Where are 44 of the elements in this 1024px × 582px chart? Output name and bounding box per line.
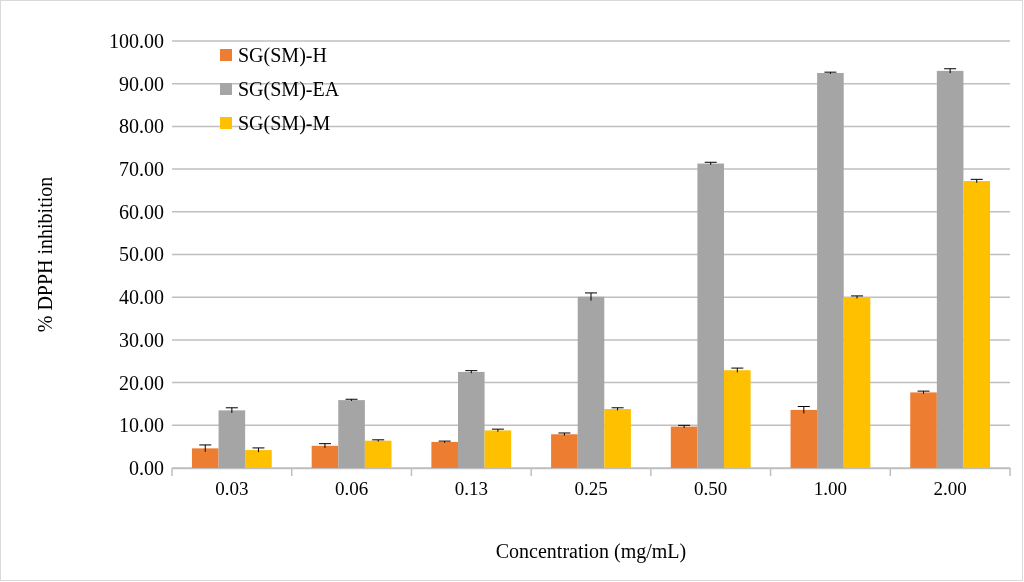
y-axis-title: % DPPH inhibition (34, 176, 56, 333)
y-tick-label: 30.00 (119, 328, 164, 351)
x-tick-label: 0.25 (574, 478, 608, 500)
x-tick-label: 0.06 (334, 478, 369, 500)
bar (910, 392, 937, 468)
bar (697, 163, 725, 468)
y-tick-label: 70.00 (119, 158, 164, 180)
bar (218, 410, 246, 468)
y-tick-label: 0.00 (129, 456, 164, 479)
bar (670, 426, 698, 468)
bar (245, 450, 272, 468)
bar (790, 409, 818, 468)
bar (551, 434, 578, 468)
y-tick-label: 50.00 (119, 243, 164, 266)
bar (338, 400, 365, 468)
bar (724, 370, 751, 468)
bar (843, 297, 871, 468)
legend-label: SG(SM)-EA (238, 78, 340, 101)
bar (963, 181, 991, 468)
x-axis-title: Concentration (mg/mL) (495, 540, 687, 563)
bar (457, 371, 485, 468)
y-tick-label: 80.00 (119, 115, 164, 138)
x-tick-label: 2.00 (933, 478, 967, 500)
bar (364, 440, 392, 468)
x-tick-label: 0.13 (454, 478, 488, 500)
legend-label: SG(SM)-M (238, 112, 331, 135)
legend-label: SG(SM)-H (238, 44, 327, 67)
bar (484, 430, 512, 468)
bar (936, 70, 964, 468)
y-tick-label: 90.00 (119, 72, 164, 95)
x-tick-label: 0.03 (215, 478, 249, 500)
y-tick-label: 100.00 (109, 29, 164, 52)
y-tick-label: 60.00 (119, 200, 164, 223)
bar (311, 445, 339, 468)
bar (817, 73, 844, 468)
x-tick-label: 0.50 (694, 478, 728, 500)
bar (577, 296, 605, 468)
x-tick-label: 1.00 (813, 478, 848, 500)
y-tick-label: 10.00 (119, 414, 164, 437)
y-tick-label: 20.00 (119, 371, 164, 394)
bar (191, 448, 219, 468)
bar (431, 441, 458, 468)
bar (604, 409, 631, 468)
y-tick-label: 40.00 (119, 286, 164, 309)
